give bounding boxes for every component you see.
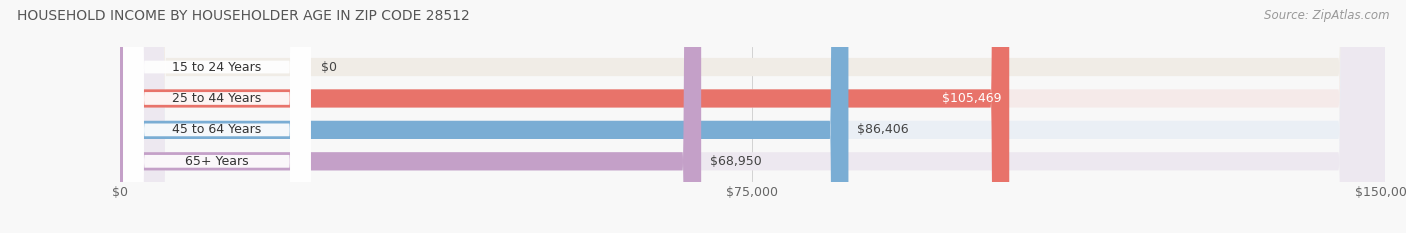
FancyBboxPatch shape [120,0,1385,233]
FancyBboxPatch shape [120,0,1385,233]
Text: 25 to 44 Years: 25 to 44 Years [173,92,262,105]
FancyBboxPatch shape [120,0,1010,233]
Text: HOUSEHOLD INCOME BY HOUSEHOLDER AGE IN ZIP CODE 28512: HOUSEHOLD INCOME BY HOUSEHOLDER AGE IN Z… [17,9,470,23]
FancyBboxPatch shape [124,0,311,233]
Text: 65+ Years: 65+ Years [186,155,249,168]
Text: $68,950: $68,950 [710,155,762,168]
FancyBboxPatch shape [124,0,311,233]
FancyBboxPatch shape [120,0,848,233]
Text: 45 to 64 Years: 45 to 64 Years [173,123,262,136]
Text: $86,406: $86,406 [858,123,908,136]
FancyBboxPatch shape [124,0,311,233]
FancyBboxPatch shape [120,0,702,233]
FancyBboxPatch shape [120,0,1385,233]
Text: Source: ZipAtlas.com: Source: ZipAtlas.com [1264,9,1389,22]
Text: 15 to 24 Years: 15 to 24 Years [173,61,262,74]
Text: $105,469: $105,469 [942,92,1001,105]
FancyBboxPatch shape [120,0,1385,233]
FancyBboxPatch shape [124,0,311,233]
Text: $0: $0 [321,61,336,74]
